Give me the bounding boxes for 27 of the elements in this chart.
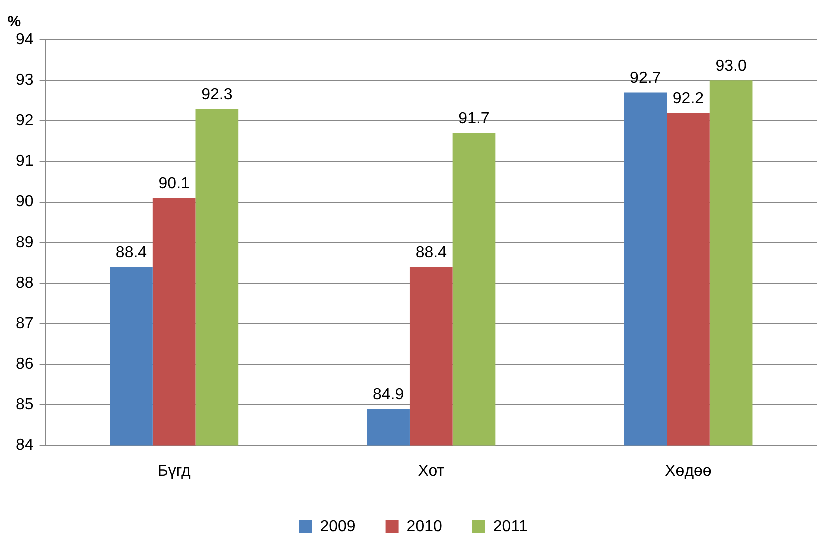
y-tick-label: 84 (16, 437, 34, 454)
data-label: 91.7 (458, 110, 490, 128)
data-label: 84.9 (372, 386, 404, 404)
legend-label: 2011 (493, 518, 528, 536)
y-tick-label: 89 (16, 234, 34, 252)
y-tick-label: 85 (16, 396, 34, 414)
data-label: 88.4 (416, 244, 448, 262)
x-tick-label: Хот (418, 462, 446, 480)
y-tick-label: 88 (16, 274, 34, 292)
y-tick-label: 91 (16, 153, 34, 170)
y-axis-title: % (8, 14, 22, 31)
y-tick-label: 94 (16, 31, 34, 48)
y-tick-label: 86 (16, 356, 34, 374)
legend-label: 2010 (406, 518, 442, 536)
data-label: 92.2 (672, 90, 704, 108)
y-tick-label: 92 (16, 112, 34, 130)
data-label: 88.4 (116, 244, 148, 262)
x-tick-label: Хөдөө (665, 462, 712, 480)
data-label: 90.1 (158, 176, 190, 193)
data-label: 92.7 (630, 70, 662, 88)
data-label: 93.0 (716, 58, 747, 75)
y-tick-label: 93 (16, 72, 34, 89)
y-tick-label: 90 (16, 194, 34, 211)
x-tick-label: Бүгд (158, 462, 192, 480)
legend-label: 2009 (320, 518, 356, 536)
data-label: 92.3 (202, 86, 233, 104)
y-tick-label: 87 (16, 315, 34, 332)
